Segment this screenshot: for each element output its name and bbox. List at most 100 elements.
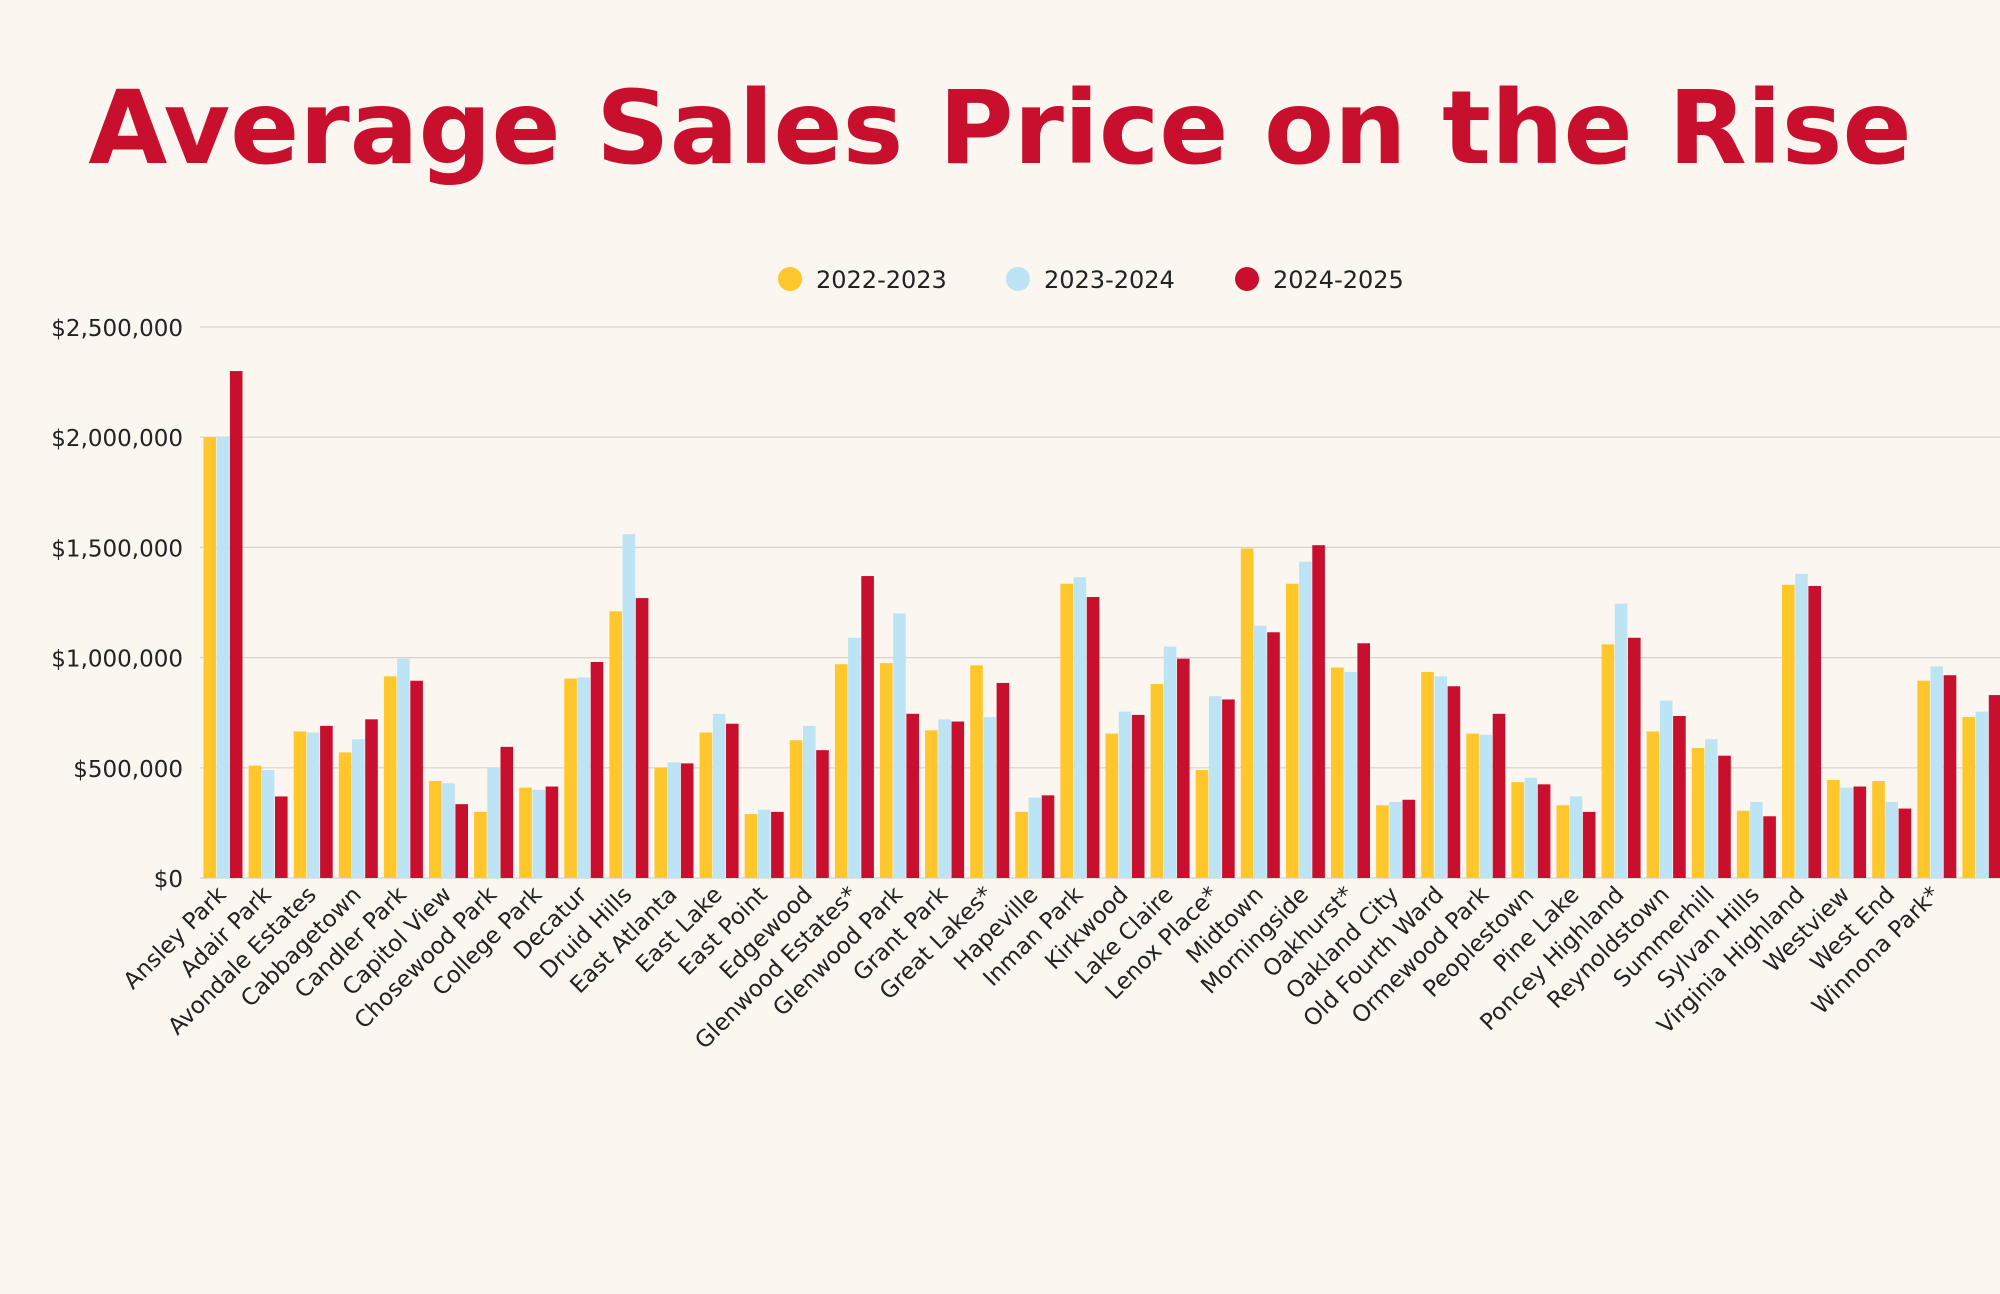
bar-2024-2025 bbox=[1177, 658, 1190, 878]
bar-2024-2025 bbox=[1673, 716, 1686, 878]
bar-2022-2023 bbox=[880, 663, 893, 878]
y-tick-label: $1,500,000 bbox=[51, 536, 183, 562]
bar-2023-2024 bbox=[1028, 797, 1042, 878]
legend-label: 2022-2023 bbox=[816, 266, 947, 294]
legend-marker bbox=[1235, 267, 1259, 291]
bar-2024-2025 bbox=[771, 811, 784, 878]
bar-2023-2024 bbox=[352, 739, 365, 878]
bar-2023-2024 bbox=[1885, 801, 1898, 878]
bars bbox=[203, 371, 2000, 878]
bar-2022-2023 bbox=[1646, 731, 1660, 878]
bar-2024-2025 bbox=[1853, 786, 1867, 878]
bar-2024-2025 bbox=[229, 371, 243, 878]
bar-2022-2023 bbox=[1782, 584, 1795, 878]
bar-2022-2023 bbox=[203, 437, 217, 878]
bar-2023-2024 bbox=[938, 719, 951, 878]
bar-2022-2023 bbox=[1601, 644, 1615, 878]
legend-marker bbox=[1006, 267, 1030, 291]
bar-2023-2024 bbox=[757, 809, 771, 878]
bar-2024-2025 bbox=[951, 721, 965, 878]
bar-2023-2024 bbox=[1163, 646, 1177, 878]
bar-2022-2023 bbox=[1827, 779, 1840, 878]
bar-2022-2023 bbox=[834, 664, 848, 878]
bar-2024-2025 bbox=[1582, 811, 1596, 878]
legend-marker bbox=[778, 267, 802, 291]
bar-2022-2023 bbox=[654, 767, 668, 878]
bar-2024-2025 bbox=[1808, 585, 1821, 878]
bar-2023-2024 bbox=[1073, 577, 1087, 878]
bar-2022-2023 bbox=[474, 811, 487, 878]
bar-2024-2025 bbox=[996, 682, 1010, 878]
bar-2024-2025 bbox=[320, 725, 333, 878]
bar-2024-2025 bbox=[1222, 699, 1235, 878]
bar-2023-2024 bbox=[216, 437, 230, 878]
bar-2023-2024 bbox=[1344, 671, 1357, 878]
bar-2024-2025 bbox=[1402, 799, 1416, 878]
bar-2022-2023 bbox=[293, 731, 307, 878]
bar-2022-2023 bbox=[1691, 747, 1705, 878]
bar-2023-2024 bbox=[893, 613, 906, 878]
y-tick-label: $500,000 bbox=[73, 757, 183, 783]
y-tick-label: $0 bbox=[154, 867, 183, 893]
bar-2024-2025 bbox=[1357, 643, 1370, 878]
bar-2024-2025 bbox=[1763, 816, 1776, 878]
bar-2024-2025 bbox=[680, 763, 694, 878]
legend: 2022-2023 2023-2024 2024-2025 bbox=[778, 266, 1404, 294]
bar-2024-2025 bbox=[1131, 714, 1145, 878]
bar-2023-2024 bbox=[1208, 696, 1222, 878]
bar-2024-2025 bbox=[1718, 755, 1731, 878]
bar-2023-2024 bbox=[1479, 734, 1493, 878]
bar-2023-2024 bbox=[577, 677, 591, 878]
bar-2022-2023 bbox=[1105, 733, 1119, 878]
bar-2022-2023 bbox=[383, 676, 397, 878]
bar-2023-2024 bbox=[261, 770, 275, 878]
bar-2024-2025 bbox=[365, 719, 378, 878]
bar-2022-2023 bbox=[1285, 583, 1299, 878]
bar-2022-2023 bbox=[564, 678, 577, 878]
bar-2024-2025 bbox=[1537, 784, 1551, 878]
bar-2024-2025 bbox=[1628, 637, 1641, 878]
bar-2023-2024 bbox=[983, 717, 996, 878]
bar-2024-2025 bbox=[1492, 713, 1506, 878]
bar-2022-2023 bbox=[699, 732, 713, 878]
bar-2024-2025 bbox=[500, 746, 514, 878]
bar-2023-2024 bbox=[1254, 625, 1267, 878]
bar-2023-2024 bbox=[532, 789, 545, 878]
bar-2024-2025 bbox=[590, 662, 604, 878]
bar-2022-2023 bbox=[429, 781, 442, 878]
bar-2023-2024 bbox=[442, 783, 455, 878]
bar-2023-2024 bbox=[1118, 711, 1132, 878]
bar-2023-2024 bbox=[848, 637, 861, 878]
bar-2022-2023 bbox=[1872, 781, 1885, 878]
bar-2024-2025 bbox=[455, 804, 468, 878]
bar-2022-2023 bbox=[609, 611, 622, 878]
bar-2023-2024 bbox=[1524, 777, 1538, 878]
bar-2022-2023 bbox=[789, 740, 803, 878]
bar-2023-2024 bbox=[487, 767, 500, 878]
bar-2024-2025 bbox=[545, 786, 559, 878]
bar-2022-2023 bbox=[1331, 667, 1344, 878]
bar-2022-2023 bbox=[1962, 717, 1975, 878]
bar-2023-2024 bbox=[1299, 561, 1312, 878]
bar-2022-2023 bbox=[1195, 770, 1209, 878]
bar-2022-2023 bbox=[1060, 583, 1073, 878]
bar-2023-2024 bbox=[1750, 801, 1763, 878]
bar-2023-2024 bbox=[1840, 787, 1853, 878]
bar-2024-2025 bbox=[1267, 632, 1280, 878]
bar-2022-2023 bbox=[1917, 680, 1930, 878]
legend-label: 2023-2024 bbox=[1044, 266, 1175, 294]
bar-2022-2023 bbox=[1736, 810, 1750, 878]
y-tick-label: $2,500,000 bbox=[51, 316, 183, 342]
bar-2023-2024 bbox=[1389, 801, 1402, 878]
bar-2023-2024 bbox=[1705, 739, 1718, 878]
bar-2022-2023 bbox=[1511, 782, 1524, 878]
bar-2022-2023 bbox=[744, 814, 758, 878]
bar-2023-2024 bbox=[397, 658, 410, 878]
bar-2024-2025 bbox=[726, 723, 739, 878]
bar-2024-2025 bbox=[816, 750, 829, 878]
bar-2023-2024 bbox=[712, 713, 726, 878]
bar-2022-2023 bbox=[1015, 811, 1028, 878]
bar-2023-2024 bbox=[803, 725, 816, 878]
bar-2024-2025 bbox=[1898, 808, 1912, 878]
